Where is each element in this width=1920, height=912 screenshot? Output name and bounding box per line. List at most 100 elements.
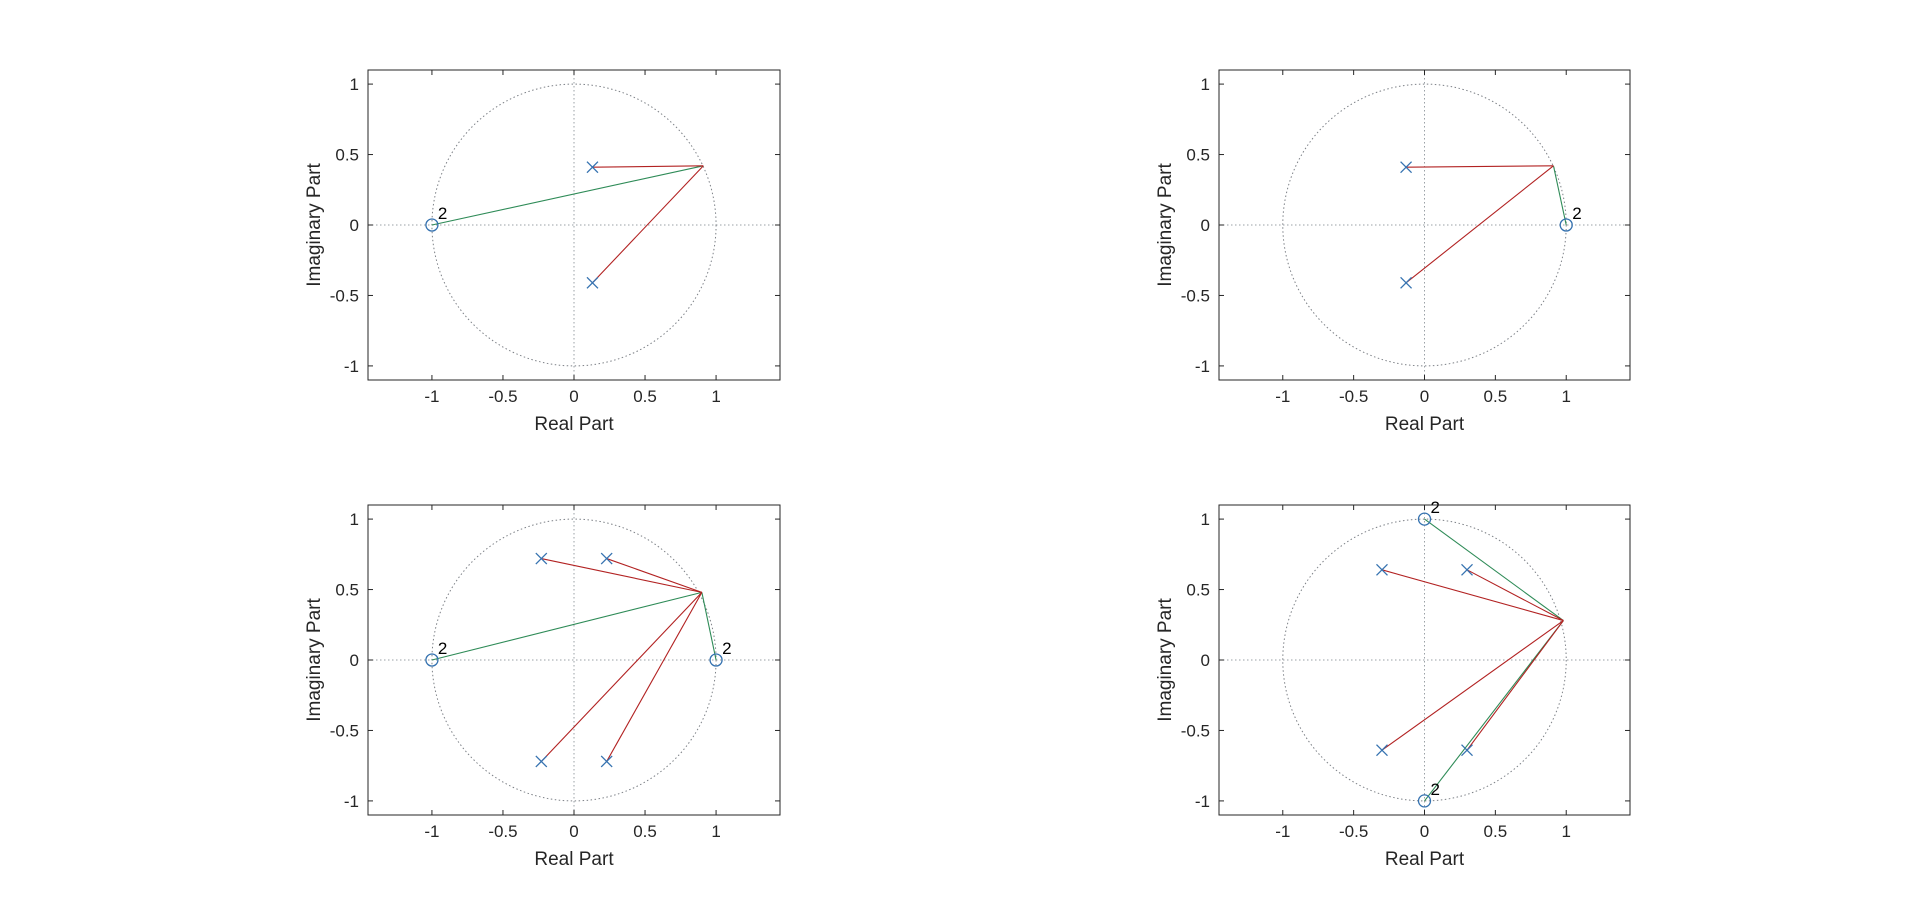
subplot-4: 2 2 -1 -0.5 0 0.5 1 -1 -0.5 0 0.5 1 Real Part Imagina… — [1155, 498, 1631, 870]
y-tick-label: 0.5 — [1186, 581, 1210, 600]
x-axis-label: Real Part — [1385, 849, 1465, 870]
zero-vector-2 — [701, 592, 717, 661]
axes-box — [367, 504, 781, 816]
y-tick-label: 1 — [1201, 510, 1210, 529]
pole-marker-4 — [1461, 744, 1473, 757]
x-tick-label: 0 — [569, 387, 578, 406]
x-tick-label: 0.5 — [1484, 822, 1508, 841]
subplot-1: 2 -1 -0.5 0 0.5 1 -1 -0.5 0 0.5 1 Real Part Imaginar… — [304, 69, 781, 435]
x-tick-label: 1 — [711, 387, 720, 406]
zero-marker-2 — [1417, 794, 1432, 808]
x-tick-label: -0.5 — [488, 822, 517, 841]
y-tick-label: 0.5 — [335, 581, 359, 600]
y-tick-label: -1 — [1195, 357, 1210, 376]
x-tick-label: -0.5 — [1339, 822, 1368, 841]
y-tick-label: -0.5 — [330, 286, 359, 305]
pole-vector-2 — [1466, 569, 1564, 622]
pole-vector-1 — [1406, 165, 1554, 168]
zero-multiplicity-label-1: 2 — [438, 204, 447, 223]
y-tick-label: 0 — [1201, 651, 1210, 670]
axes-box — [367, 69, 781, 381]
pole-stroke-b — [586, 161, 599, 174]
y-tick-label: 1 — [350, 510, 359, 529]
pole-vector-4 — [606, 592, 703, 762]
y-tick-label: -1 — [344, 792, 359, 811]
y-tick-label: 1 — [1201, 75, 1210, 94]
x-axis-label: Real Part — [534, 849, 614, 870]
y-tick-label: 1 — [350, 75, 359, 94]
plot-area — [368, 70, 780, 380]
zero-vector-1 — [1552, 165, 1567, 226]
pole-marker-1 — [1400, 161, 1413, 174]
x-axis-label: Real Part — [1385, 414, 1465, 435]
pole-stroke-b — [535, 552, 548, 565]
pole-stroke-b — [1461, 744, 1473, 757]
pole-stroke-b — [1400, 276, 1413, 289]
x-tick-label: 1 — [711, 822, 720, 841]
unit-circle — [1282, 518, 1567, 802]
x-axis-label: Real Part — [534, 414, 614, 435]
zero-marker-1 — [1559, 218, 1573, 232]
y-axis-label: Imaginary Part — [304, 163, 325, 287]
y-tick-label: 0 — [350, 216, 359, 235]
pole-vector-1 — [541, 558, 702, 593]
pole-vector-3 — [540, 591, 703, 762]
y-tick-label: 0 — [350, 651, 359, 670]
pole-stroke-b — [600, 552, 613, 565]
x-tick-label: 1 — [1561, 822, 1570, 841]
zero-multiplicity-label-1: 2 — [1431, 498, 1440, 517]
x-tick-label: -1 — [424, 822, 439, 841]
pole-vector-2 — [592, 165, 704, 284]
pole-vector-1 — [1381, 569, 1564, 622]
plot-area — [1219, 505, 1630, 815]
x-tick-label: -1 — [1275, 822, 1290, 841]
pole-vector-3 — [1381, 620, 1564, 751]
zero-marker-1 — [425, 653, 439, 667]
y-tick-label: -1 — [1195, 792, 1210, 811]
pole-marker-2 — [600, 552, 613, 565]
pole-marker-2 — [1400, 276, 1413, 289]
zero-multiplicity-label-2: 2 — [722, 639, 731, 658]
y-axis-label: Imaginary Part — [1155, 598, 1176, 722]
pole-vector-2 — [606, 558, 703, 593]
y-axis-label: Imaginary Part — [304, 598, 325, 722]
x-tick-label: -1 — [1275, 387, 1290, 406]
y-tick-label: -0.5 — [1181, 286, 1210, 305]
y-tick-label: 0 — [1201, 216, 1210, 235]
pole-stroke-b — [586, 276, 599, 289]
pole-stroke-b — [1461, 563, 1473, 576]
x-tick-label: -1 — [424, 387, 439, 406]
plot-area — [1219, 70, 1630, 380]
pole-marker-4 — [600, 755, 613, 768]
zero-vector-1 — [431, 591, 702, 661]
zero-vector-1 — [1424, 518, 1564, 621]
zero-marker-1 — [1417, 512, 1432, 526]
x-tick-label: 0.5 — [633, 387, 657, 406]
pole-marker-2 — [586, 276, 599, 289]
pole-marker-1 — [1376, 563, 1388, 576]
x-tick-label: -0.5 — [1339, 387, 1368, 406]
pole-stroke-b — [1400, 161, 1413, 174]
pole-marker-2 — [1461, 563, 1473, 576]
y-tick-label: 0.5 — [335, 146, 359, 165]
pole-stroke-b — [600, 755, 613, 768]
y-tick-label: 0.5 — [1186, 146, 1210, 165]
pole-stroke-b — [535, 755, 548, 768]
plot-area — [368, 505, 780, 815]
y-tick-label: -0.5 — [330, 721, 359, 740]
x-tick-label: 0.5 — [1484, 387, 1508, 406]
pole-marker-3 — [535, 755, 548, 768]
zero-marker-2 — [709, 653, 723, 667]
x-tick-label: 0 — [1420, 387, 1429, 406]
y-tick-label: -1 — [344, 357, 359, 376]
x-tick-label: 0.5 — [633, 822, 657, 841]
pole-vector-2 — [1405, 165, 1554, 284]
zero-multiplicity-label-2: 2 — [1431, 780, 1440, 799]
x-tick-label: 0 — [569, 822, 578, 841]
pole-vector-1 — [592, 165, 704, 168]
zero-multiplicity-label-1: 2 — [1572, 204, 1581, 223]
pole-marker-1 — [586, 161, 599, 174]
pole-vector-4 — [1466, 620, 1564, 751]
pole-marker-1 — [535, 552, 548, 565]
